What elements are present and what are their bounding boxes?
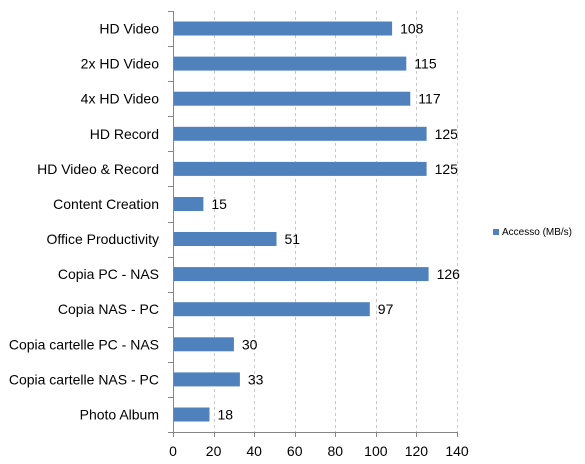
- bar: [173, 407, 210, 422]
- x-tick-label: 0: [169, 443, 177, 459]
- data-label: 18: [218, 407, 234, 423]
- data-label: 125: [435, 126, 459, 142]
- bar: [173, 232, 277, 246]
- category-label: Copia cartelle PC - NAS: [9, 336, 159, 352]
- bar: [173, 161, 427, 176]
- bar: [173, 126, 427, 141]
- legend: Accesso (MB/s): [493, 227, 572, 238]
- data-label: 51: [285, 231, 301, 247]
- data-label: 108: [400, 21, 424, 37]
- data-label: 117: [418, 91, 441, 107]
- category-label: Copia NAS - PC: [58, 301, 159, 317]
- bars: [173, 21, 429, 422]
- legend-label: Accesso (MB/s): [502, 227, 572, 238]
- bar: [173, 267, 429, 282]
- x-tick-label: 20: [206, 443, 222, 459]
- x-tick-label: 40: [246, 443, 262, 459]
- bar: [173, 302, 370, 317]
- labels: 108 HD Video 115 2x HD Video 117 4x HD Video 1…: [9, 21, 469, 460]
- x-tick-label: 120: [405, 443, 429, 459]
- category-label: HD Record: [90, 126, 159, 142]
- x-tick-label: 60: [287, 443, 303, 459]
- category-label: Office Productivity: [46, 231, 159, 247]
- gridlines: [214, 11, 458, 432]
- category-label: HD Video & Record: [37, 161, 159, 177]
- category-label: 4x HD Video: [81, 91, 160, 107]
- legend-swatch: [493, 229, 499, 235]
- category-label: 2x HD Video: [81, 56, 160, 72]
- data-label: 30: [242, 336, 258, 352]
- data-label: 15: [211, 196, 227, 212]
- data-label: 115: [414, 56, 437, 72]
- data-label: 97: [378, 301, 394, 317]
- bar: [173, 91, 411, 106]
- data-label: 126: [437, 266, 461, 282]
- data-label: 125: [435, 161, 459, 177]
- bar: [173, 56, 407, 71]
- bar: [173, 337, 234, 352]
- bar: [173, 372, 240, 387]
- category-label: Copia PC - NAS: [58, 266, 159, 282]
- category-label: Content Creation: [53, 196, 159, 212]
- bar: [173, 197, 204, 211]
- category-label: HD Video: [99, 21, 159, 37]
- category-label: Photo Album: [80, 407, 159, 423]
- category-label: Copia cartelle NAS - PC: [9, 371, 159, 387]
- data-label: 33: [248, 371, 264, 387]
- bar: [173, 21, 393, 36]
- axes: [168, 11, 458, 437]
- x-tick-label: 100: [364, 443, 388, 459]
- x-tick-label: 80: [327, 443, 343, 459]
- x-tick-label: 140: [445, 443, 469, 459]
